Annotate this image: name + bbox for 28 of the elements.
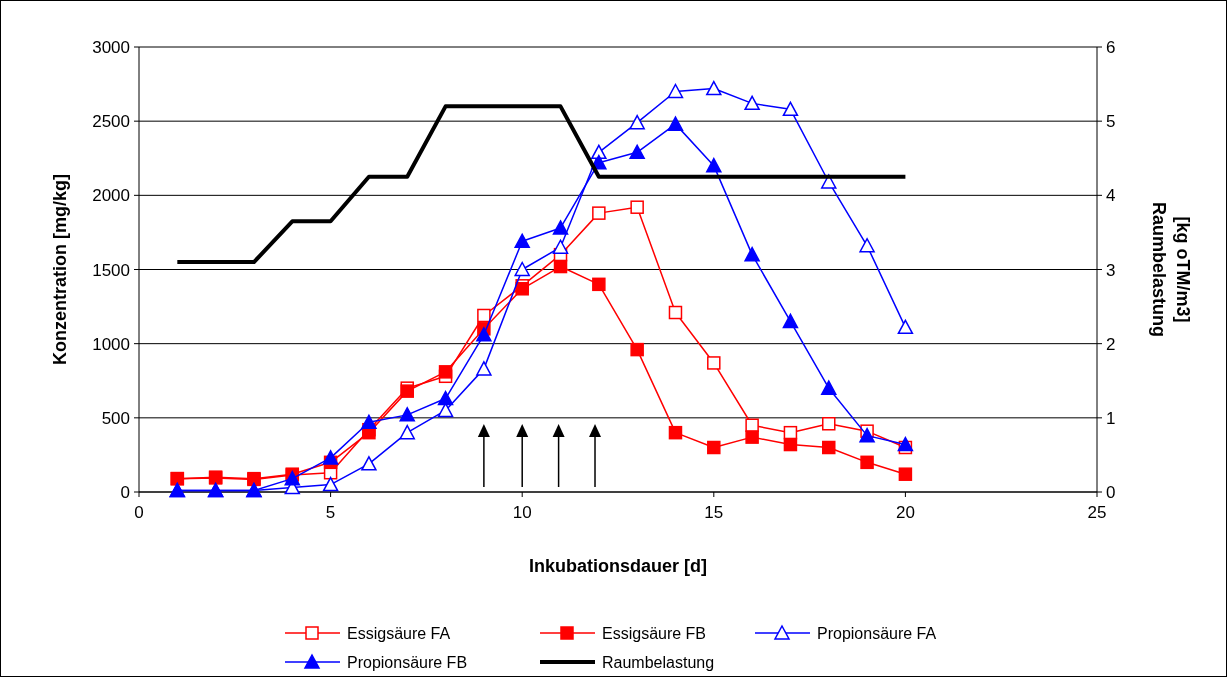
y2-tick-label: 6 <box>1106 38 1116 57</box>
y-tick-label: 500 <box>101 408 130 428</box>
legend-label: Propionsäure FB <box>347 654 468 671</box>
y-axis-title: Konzentration [mg/kg] <box>50 174 70 365</box>
legend-label: Propionsäure FA <box>817 625 937 642</box>
x-tick-label: 5 <box>325 503 336 522</box>
x-tick-label: 20 <box>895 503 915 522</box>
x-axis-title: Inkubationsdauer [d] <box>528 556 708 576</box>
legend-label: Essigsäure FB <box>602 625 707 642</box>
y2-tick-label: 4 <box>1106 186 1116 206</box>
y-tick-label: 0 <box>120 483 130 502</box>
y2-tick-label: 5 <box>1106 112 1116 132</box>
y-tick-label: 2000 <box>92 186 130 206</box>
legend-label: Essigsäure FA <box>347 625 451 642</box>
y2-tick-label: 0 <box>1106 483 1116 502</box>
y-tick-label: 1000 <box>92 334 130 354</box>
y-tick-label: 3000 <box>92 38 130 57</box>
legend-label: Raumbelastung <box>602 654 715 671</box>
x-tick-label: 0 <box>134 503 144 522</box>
y-tick-label: 1500 <box>92 260 130 280</box>
x-tick-label: 10 <box>512 503 532 522</box>
x-tick-label: 15 <box>704 503 724 522</box>
y2-tick-label: 2 <box>1106 334 1116 354</box>
x-tick-label: 25 <box>1087 503 1107 522</box>
y2-axis-title: Raumbelastung [kg oTM/m3] <box>1149 201 1193 338</box>
y-tick-label: 2500 <box>92 112 130 132</box>
y2-tick-label: 1 <box>1106 408 1116 428</box>
y2-tick-label: 3 <box>1106 260 1116 280</box>
